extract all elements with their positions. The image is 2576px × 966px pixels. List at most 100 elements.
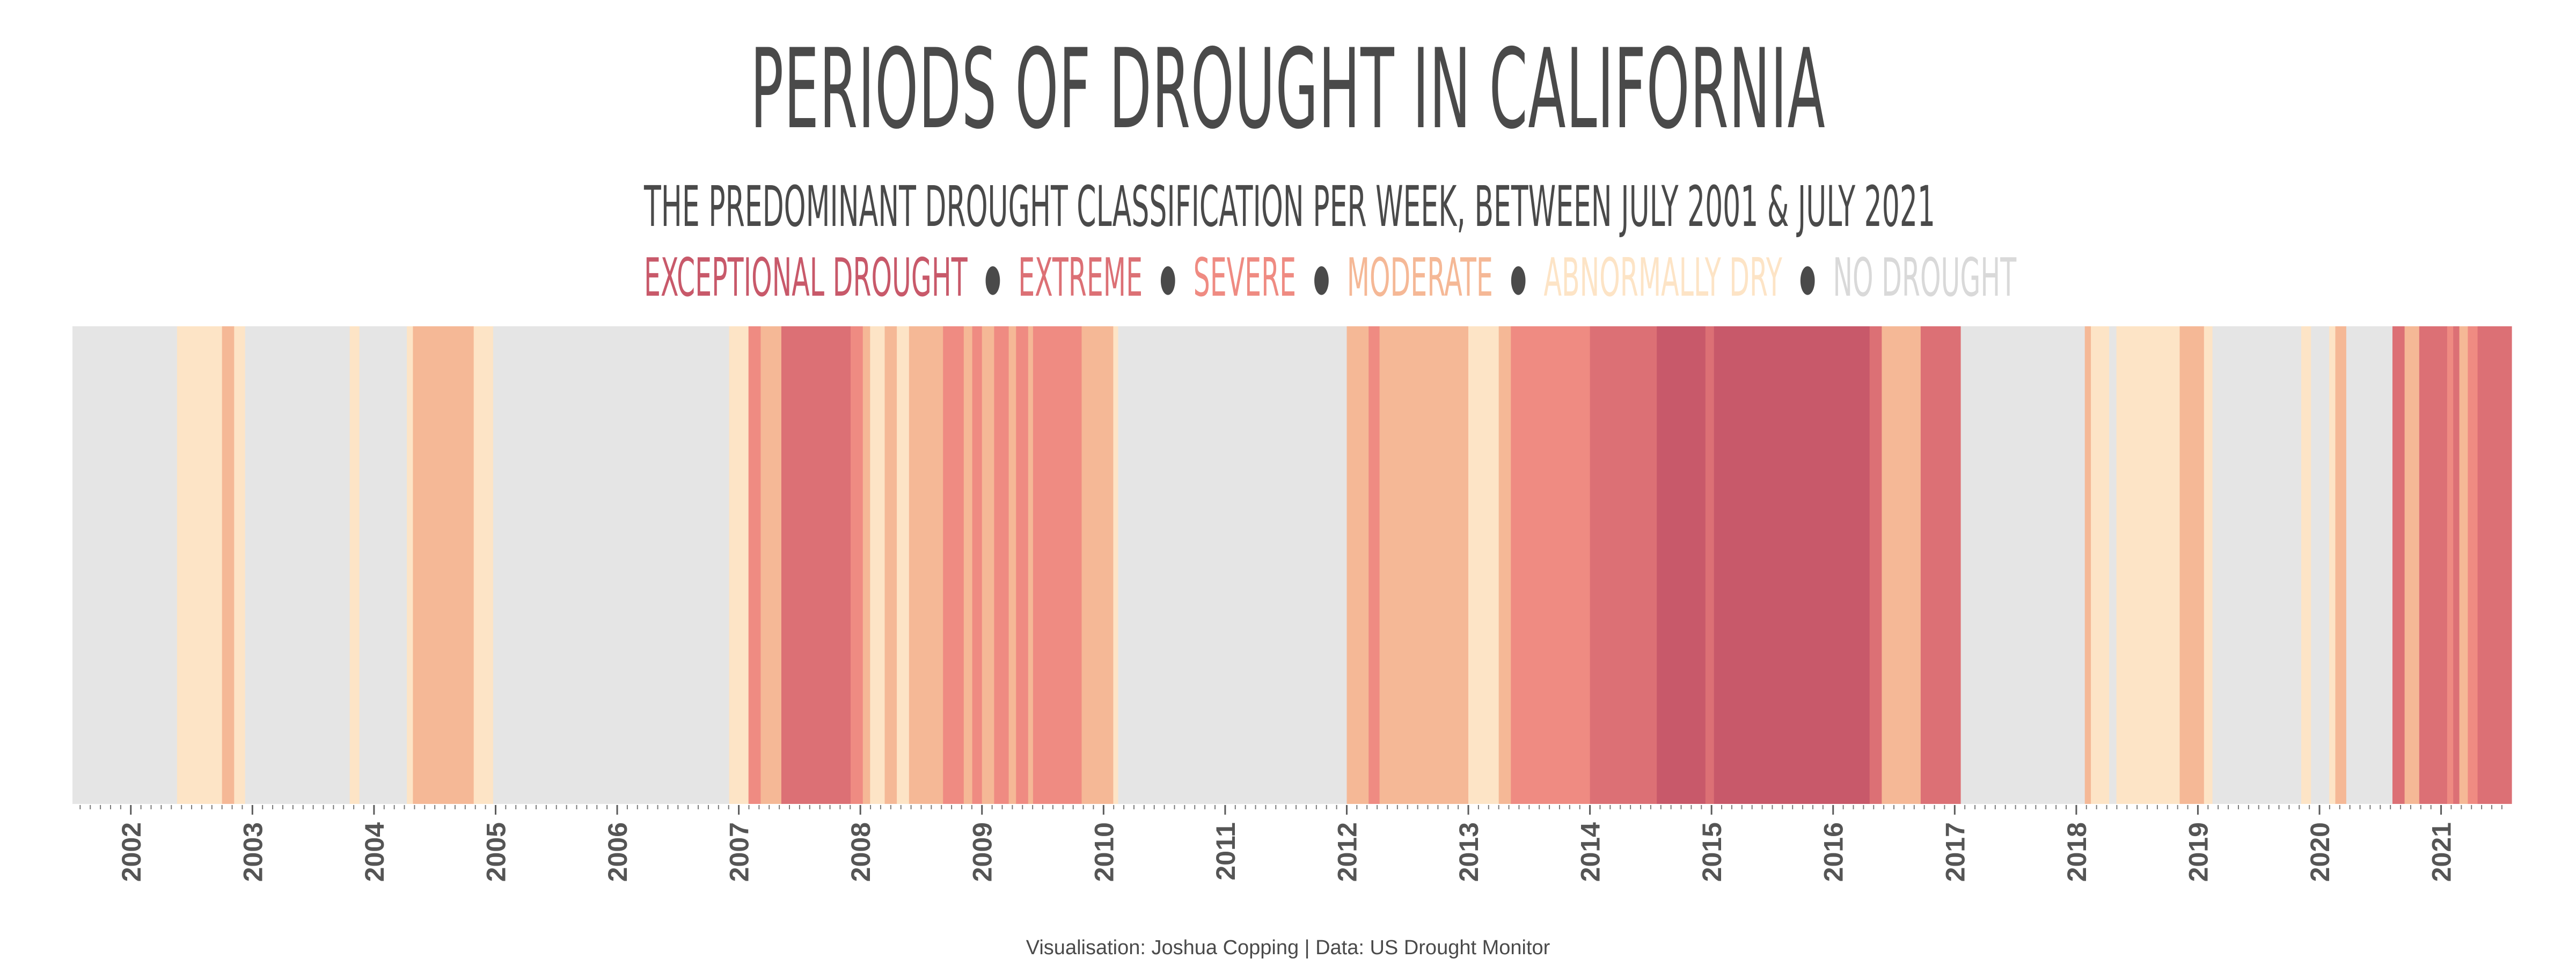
drought-period-32 xyxy=(1118,326,1348,804)
x-tick-label: 2020 xyxy=(2305,822,2335,882)
drought-period-1 xyxy=(177,326,223,804)
legend-no-drought: NO DROUGHT xyxy=(1833,247,2017,309)
x-tick-label: 2012 xyxy=(1332,822,1362,882)
drought-period-14 xyxy=(781,326,851,804)
x-tick-label: 2017 xyxy=(1940,822,1970,882)
drought-period-62 xyxy=(2419,326,2448,804)
drought-period-15 xyxy=(851,326,863,804)
drought-period-23 xyxy=(972,326,983,804)
drought-period-63 xyxy=(2447,326,2454,804)
x-tick-label: 2005 xyxy=(481,822,511,882)
drought-period-57 xyxy=(2329,326,2336,804)
drought-period-26 xyxy=(1008,326,1016,804)
x-axis: 2002 2003 2004 2005 2006 2007 2008 2009 2010 2011… xyxy=(79,805,2502,882)
drought-period-50 xyxy=(2109,326,2117,804)
drought-period-40 xyxy=(1590,326,1657,804)
drought-period-66 xyxy=(2468,326,2478,804)
drought-period-6 xyxy=(359,326,407,804)
drought-period-19 xyxy=(897,326,910,804)
chart-subtitle: THE PREDOMINANT DROUGHT CLASSIFICATION P… xyxy=(644,174,1936,239)
drought-period-18 xyxy=(884,326,897,804)
legend-severe: SEVERE xyxy=(1193,247,1297,309)
drought-period-5 xyxy=(349,326,360,804)
drought-period-41 xyxy=(1657,326,1706,804)
drought-period-24 xyxy=(982,326,994,804)
drought-period-64 xyxy=(2453,326,2460,804)
drought-period-55 xyxy=(2301,326,2311,804)
drought-period-10 xyxy=(493,326,729,804)
drought-period-61 xyxy=(2404,326,2420,804)
drought-period-9 xyxy=(473,326,494,804)
drought-period-67 xyxy=(2477,326,2512,804)
drought-period-30 xyxy=(1081,326,1114,804)
drought-period-17 xyxy=(870,326,885,804)
legend-separator-dot: ● xyxy=(984,255,1001,299)
drought-period-3 xyxy=(234,326,246,804)
drought-period-39 xyxy=(1511,326,1591,804)
drought-period-29 xyxy=(1033,326,1082,804)
drought-period-54 xyxy=(2212,326,2302,804)
drought-period-38 xyxy=(1498,326,1511,804)
chart-title: PERIODS OF DROUGHT IN CALIFORNIA xyxy=(750,26,1826,153)
drought-chart: 2002 2003 2004 2005 2006 2007 2008 2009 2010 2011… xyxy=(72,326,2512,882)
x-tick-label: 2014 xyxy=(1576,822,1606,882)
drought-period-28 xyxy=(1028,326,1034,804)
drought-period-51 xyxy=(2116,326,2180,804)
legend-separator-dot: ● xyxy=(1160,255,1176,299)
drought-period-35 xyxy=(1379,326,1469,804)
x-tick-label: 2013 xyxy=(1454,822,1484,882)
drought-period-16 xyxy=(862,326,870,804)
drought-period-52 xyxy=(2179,326,2205,804)
drought-period-36 xyxy=(1468,326,1481,804)
drought-period-13 xyxy=(760,326,782,804)
x-tick-label: 2003 xyxy=(238,822,268,882)
drought-period-65 xyxy=(2459,326,2469,804)
drought-period-0 xyxy=(72,326,178,804)
drought-period-33 xyxy=(1346,326,1369,804)
legend: EXCEPTIONAL DROUGHT ● EXTREME ● SEVERE ● MODER… xyxy=(644,247,2016,309)
source-caption: Visualisation: Joshua Copping | Data: US… xyxy=(1026,936,1550,959)
x-tick-label: 2016 xyxy=(1819,822,1849,882)
drought-period-12 xyxy=(748,326,761,804)
legend-separator-dot: ● xyxy=(1313,255,1330,299)
x-tick-label: 2002 xyxy=(116,822,147,882)
x-tick-label: 2009 xyxy=(968,822,998,882)
x-tick-label: 2007 xyxy=(724,822,755,882)
x-tick-label: 2019 xyxy=(2183,822,2213,882)
drought-period-43 xyxy=(1714,326,1870,804)
drought-period-46 xyxy=(1920,326,1962,804)
legend-separator-dot: ● xyxy=(1799,255,1816,299)
legend-exceptional: EXCEPTIONAL DROUGHT xyxy=(644,247,968,309)
x-tick-label: 2021 xyxy=(2427,822,2457,882)
drought-period-7 xyxy=(407,326,413,804)
x-tick-label: 2011 xyxy=(1211,822,1241,880)
legend-extreme: EXTREME xyxy=(1018,247,1143,309)
drought-period-20 xyxy=(909,326,943,804)
x-tick-label: 2010 xyxy=(1089,822,1119,882)
legend-abnormally-dry: ABNORMALLY DRY xyxy=(1543,247,1782,309)
x-tick-label: 2006 xyxy=(603,822,633,882)
legend-separator-dot: ● xyxy=(1510,255,1527,299)
drought-period-47 xyxy=(1960,326,2085,804)
drought-period-42 xyxy=(1705,326,1715,804)
drought-period-8 xyxy=(413,326,474,804)
drought-period-44 xyxy=(1869,326,1882,804)
drought-period-60 xyxy=(2392,326,2405,804)
drought-period-4 xyxy=(245,326,350,804)
drought-period-2 xyxy=(222,326,235,804)
drought-period-56 xyxy=(2311,326,2330,804)
drought-periods xyxy=(72,326,2512,804)
drought-period-45 xyxy=(1882,326,1921,804)
drought-period-53 xyxy=(2204,326,2213,804)
x-tick-label: 2008 xyxy=(846,822,876,882)
drought-period-27 xyxy=(1016,326,1029,804)
x-tick-label: 2004 xyxy=(360,822,390,882)
drought-period-34 xyxy=(1368,326,1380,804)
drought-period-11 xyxy=(729,326,749,804)
drought-period-31 xyxy=(1113,326,1119,804)
drought-period-22 xyxy=(963,326,973,804)
drought-period-21 xyxy=(943,326,964,804)
drought-period-49 xyxy=(2091,326,2110,804)
x-tick-label: 2018 xyxy=(2062,822,2092,882)
drought-period-48 xyxy=(2084,326,2091,804)
